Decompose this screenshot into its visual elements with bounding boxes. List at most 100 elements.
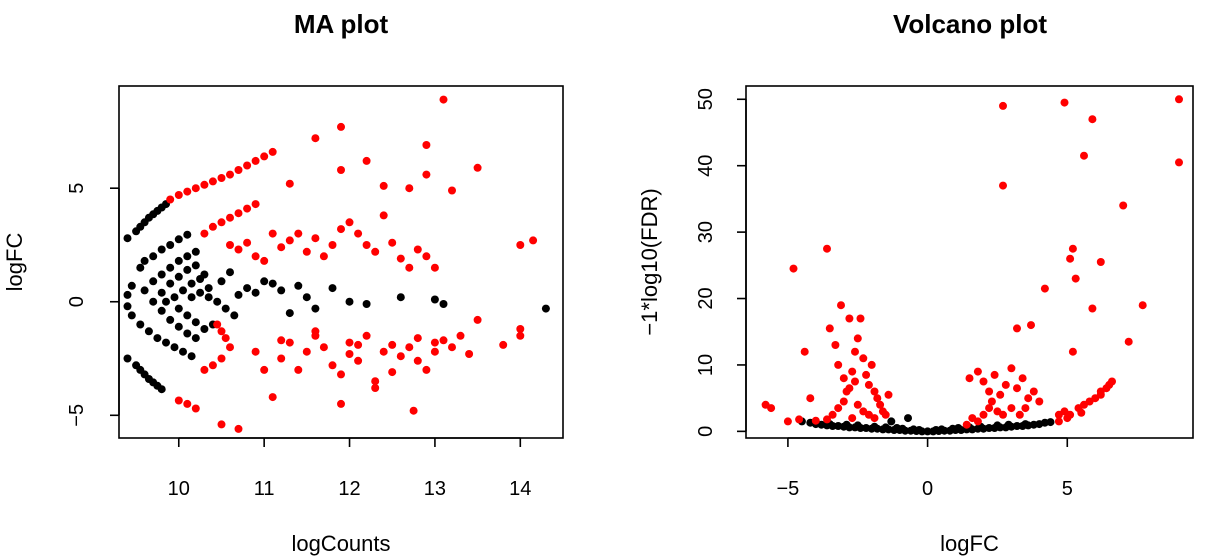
ma-point bbox=[183, 311, 192, 320]
ma-point bbox=[166, 315, 175, 324]
ma-point bbox=[174, 272, 183, 281]
ma-significant-point bbox=[362, 156, 371, 165]
ma-significant-point bbox=[174, 191, 183, 199]
volcano-significant-point bbox=[1077, 408, 1086, 417]
volcano-significant-point bbox=[800, 347, 809, 356]
ma-significant-point bbox=[277, 336, 286, 345]
ma-significant-point bbox=[405, 184, 414, 193]
ma-significant-point bbox=[217, 420, 226, 429]
volcano-significant-point bbox=[839, 397, 848, 406]
volcano-significant-point bbox=[884, 390, 893, 399]
ma-significant-point bbox=[362, 331, 371, 340]
volcano-point bbox=[892, 424, 901, 432]
volcano-significant-point bbox=[985, 404, 994, 413]
ma-significant-point bbox=[208, 177, 217, 186]
volcano-significant-point bbox=[1096, 390, 1105, 399]
volcano-significant-point bbox=[853, 334, 862, 343]
ma-significant-point bbox=[413, 245, 422, 254]
ma-significant-point bbox=[337, 122, 345, 131]
ma-significant-point bbox=[516, 241, 525, 249]
volcano-point bbox=[932, 426, 940, 434]
ma-point bbox=[157, 288, 166, 297]
ma-point bbox=[183, 230, 192, 239]
volcano-y-axis-label: −1*log10(FDR) bbox=[637, 188, 662, 335]
volcano-significant-point bbox=[1088, 115, 1097, 124]
ma-point bbox=[187, 293, 196, 302]
volcano-significant-point bbox=[848, 414, 857, 423]
volcano-x-tick-label: 5 bbox=[1062, 478, 1073, 500]
ma-significant-point bbox=[200, 229, 209, 238]
ma-significant-point bbox=[251, 347, 260, 356]
ma-point bbox=[439, 300, 448, 308]
ma-significant-point bbox=[388, 368, 397, 377]
ma-significant-point bbox=[516, 331, 525, 340]
ma-significant-point bbox=[285, 236, 294, 245]
ma-significant-point bbox=[277, 354, 286, 363]
ma-significant-point bbox=[345, 338, 354, 347]
ma-point bbox=[191, 261, 200, 270]
ma-significant-point bbox=[396, 352, 405, 361]
ma-significant-point bbox=[439, 95, 448, 104]
volcano-significant-point bbox=[1175, 158, 1183, 167]
ma-significant-point bbox=[213, 320, 222, 329]
volcano-significant-point bbox=[848, 367, 857, 376]
ma-point bbox=[183, 252, 192, 261]
ma-point bbox=[251, 288, 260, 297]
ma-significant-point bbox=[234, 166, 243, 174]
ma-point bbox=[196, 275, 205, 283]
ma-significant-point bbox=[413, 356, 422, 365]
ma-point bbox=[230, 311, 239, 320]
volcano-significant-point bbox=[795, 415, 804, 424]
ma-significant-point bbox=[499, 340, 508, 349]
ma-significant-point bbox=[226, 241, 234, 249]
volcano-significant-point bbox=[831, 341, 840, 349]
ma-significant-point bbox=[354, 229, 363, 238]
ma-point bbox=[136, 320, 145, 329]
ma-point bbox=[243, 284, 252, 293]
ma-significant-point bbox=[465, 350, 474, 358]
ma-significant-point bbox=[371, 384, 380, 392]
ma-significant-point bbox=[456, 331, 465, 340]
ma-x-tick-label: 14 bbox=[509, 478, 531, 500]
ma-point bbox=[162, 297, 170, 306]
ma-point bbox=[260, 277, 269, 286]
ma-point bbox=[200, 325, 209, 333]
ma-significant-point bbox=[354, 340, 363, 349]
ma-significant-point bbox=[221, 334, 230, 343]
volcano-significant-point bbox=[1105, 380, 1114, 389]
volcano-significant-point bbox=[990, 370, 999, 379]
ma-significant-point bbox=[191, 184, 200, 193]
volcano-significant-point bbox=[870, 387, 879, 396]
ma-significant-point bbox=[516, 325, 525, 333]
ma-significant-point bbox=[217, 218, 226, 227]
ma-point bbox=[196, 288, 205, 297]
ma-point bbox=[362, 300, 371, 308]
volcano-significant-point bbox=[973, 367, 982, 376]
ma-point bbox=[166, 263, 175, 272]
ma-significant-point bbox=[251, 252, 260, 261]
ma-point bbox=[170, 343, 179, 352]
volcano-significant-point bbox=[1021, 404, 1030, 413]
volcano-y-tick-label: 20 bbox=[695, 287, 717, 309]
ma-significant-point bbox=[448, 186, 456, 195]
volcano-significant-point bbox=[1066, 254, 1075, 263]
ma-significant-point bbox=[379, 211, 388, 220]
ma-significant-point bbox=[277, 243, 286, 252]
volcano-point bbox=[954, 424, 963, 432]
volcano-points bbox=[761, 95, 1183, 436]
volcano-significant-point bbox=[834, 360, 843, 369]
ma-point bbox=[123, 234, 132, 243]
ma-point bbox=[174, 304, 183, 313]
ma-significant-point bbox=[285, 179, 294, 188]
ma-point bbox=[221, 304, 230, 313]
ma-significant-point bbox=[311, 327, 320, 336]
ma-point bbox=[157, 245, 166, 254]
ma-x-tick-label: 12 bbox=[338, 478, 360, 500]
ma-significant-point bbox=[354, 356, 363, 365]
volcano-significant-point bbox=[1018, 374, 1027, 383]
volcano-significant-point bbox=[1040, 284, 1049, 293]
ma-significant-point bbox=[328, 361, 337, 370]
volcano-significant-point bbox=[996, 390, 1005, 399]
ma-point bbox=[136, 263, 145, 272]
